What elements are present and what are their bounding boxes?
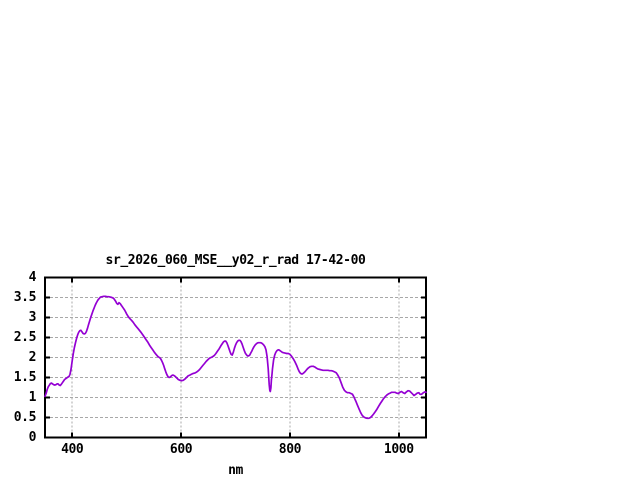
y-tick-label: 3.5	[13, 290, 37, 305]
x-tick-label: 1000	[383, 442, 414, 457]
x-tick-label: 400	[61, 442, 84, 457]
y-tick-label: 1	[28, 390, 37, 405]
y-tick-label: 0.5	[13, 410, 37, 425]
spectrum-curve	[44, 295, 427, 420]
y-tick-label: 2	[28, 350, 37, 365]
x-tick-label: 600	[169, 442, 193, 457]
y-tick-label: 2.5	[13, 330, 37, 345]
y-tick-label: 3	[28, 310, 37, 325]
x-tick-label: 800	[278, 442, 302, 457]
chart-title: sr_2026_060_MSE__y02_r_rad 17-42-00	[105, 253, 366, 268]
y-tick-label: 4	[28, 270, 37, 285]
y-tick-label: 0	[28, 430, 37, 445]
x-axis-label: nm	[228, 463, 243, 478]
y-tick-label: 1.5	[13, 370, 37, 385]
